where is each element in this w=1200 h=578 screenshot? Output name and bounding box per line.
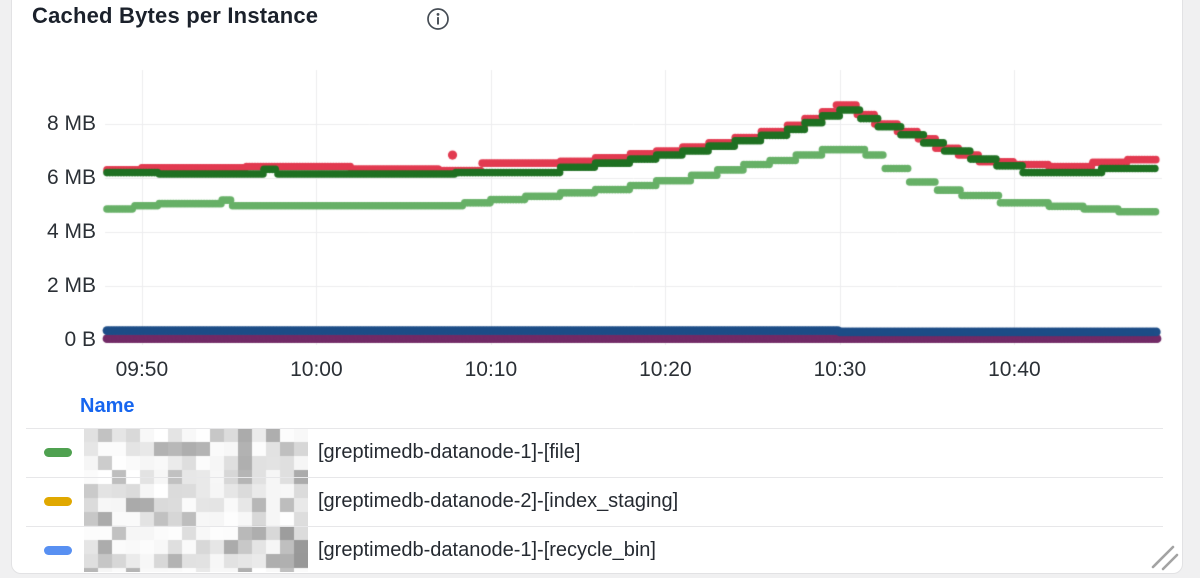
legend-table: Name [greptimedb-datanode-1]-[file] [grep… (12, 388, 1181, 572)
y-tick-label: 8 MB (46, 112, 96, 135)
legend-row-divider (26, 428, 1163, 429)
legend-series-label[interactable]: [greptimedb-datanode-2]-[index_staging] (318, 490, 679, 512)
legend-series-label[interactable]: [greptimedb-datanode-1]-[recycle_bin] (318, 539, 656, 561)
legend-row-divider (26, 526, 1163, 527)
redacted-region (84, 428, 308, 572)
series-color-indicator[interactable] (44, 447, 72, 457)
x-tick-label: 10:40 (988, 358, 1041, 381)
y-tick-label: 4 MB (46, 220, 96, 243)
info-icon[interactable] (426, 7, 450, 31)
x-tick-label: 10:20 (639, 358, 692, 381)
legend-series-label[interactable]: [greptimedb-datanode-1]-[file] (318, 441, 581, 463)
series-color-indicator[interactable] (44, 496, 72, 506)
panel-title: Cached Bytes per Instance (32, 3, 319, 28)
x-tick-label: 10:30 (813, 358, 867, 381)
series-color-indicator[interactable] (44, 545, 72, 555)
y-tick-label: 6 MB (46, 166, 96, 189)
y-tick-label: 2 MB (46, 274, 96, 297)
legend-row-divider (26, 477, 1163, 478)
panel-resize-handle[interactable] (1146, 540, 1182, 572)
x-tick-label: 10:00 (290, 358, 343, 381)
x-tick-label: 09:50 (115, 358, 169, 381)
x-tick-label: 10:10 (464, 358, 518, 381)
legend-column-name[interactable]: Name (80, 395, 135, 417)
y-tick-label: 0 B (64, 328, 96, 351)
